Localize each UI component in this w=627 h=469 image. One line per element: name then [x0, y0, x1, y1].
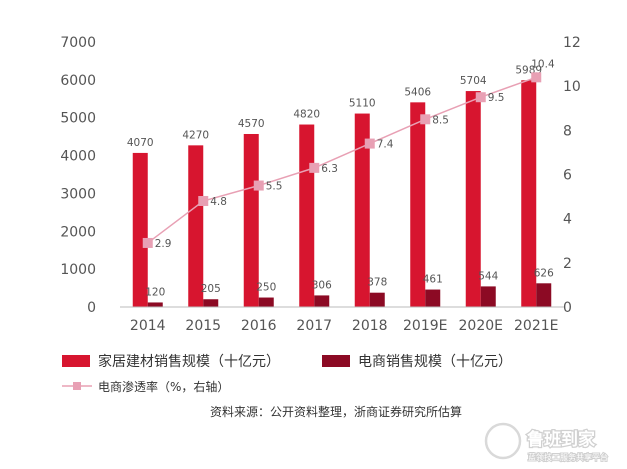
- bar-home-building-sales: [354, 113, 370, 307]
- line-marker: [198, 196, 209, 206]
- y-left-tick-label: 0: [87, 300, 96, 316]
- x-tick-label: 2019E: [403, 318, 447, 334]
- data-label-ecommerce: 250: [256, 282, 276, 294]
- x-tick-label: 2017: [296, 318, 332, 334]
- bar-ecommerce-sales: [203, 299, 219, 307]
- legend-label-penetration: 电商渗透率（%，右轴）: [98, 379, 229, 394]
- bar-ecommerce-sales: [314, 295, 330, 307]
- source-note: 资料来源：公开资料整理，浙商证券研究所估算: [210, 404, 462, 419]
- line-marker: [420, 114, 431, 125]
- y-right-tick-label: 12: [563, 35, 581, 51]
- y-left-tick-label: 5000: [60, 111, 96, 127]
- data-label-ecommerce: 120: [145, 286, 165, 298]
- y-left-tick-label: 3000: [60, 186, 96, 202]
- y-right-tick-label: 0: [563, 300, 572, 316]
- bar-ecommerce-sales: [147, 302, 163, 307]
- x-tick-label: 2020E: [459, 318, 503, 334]
- bar-ecommerce-sales: [258, 297, 274, 307]
- watermark-title: 鲁班到家: [527, 429, 595, 450]
- data-label-penetration: 5.5: [266, 181, 283, 193]
- line-marker: [364, 138, 375, 149]
- data-label-home-building: 5110: [349, 98, 376, 110]
- data-label-home-building: 5406: [404, 86, 431, 98]
- legend-swatch-home-building: [62, 355, 90, 367]
- x-tick-label: 2018: [352, 318, 388, 334]
- data-label-penetration: 10.4: [531, 58, 555, 70]
- x-tick-label: 2016: [241, 318, 277, 334]
- legend-swatch-ecommerce: [322, 355, 350, 367]
- bar-ecommerce-sales: [536, 283, 552, 307]
- bar-home-building-sales: [465, 91, 481, 307]
- data-label-penetration: 2.9: [155, 238, 172, 250]
- data-label-ecommerce: 626: [534, 267, 554, 279]
- bar-ecommerce-sales: [425, 289, 441, 307]
- legend-marker-penetration: [73, 382, 81, 390]
- y-right-tick-label: 4: [563, 212, 572, 228]
- y-left-tick-label: 6000: [60, 73, 96, 89]
- bar-home-building-sales: [410, 102, 426, 307]
- line-marker: [253, 180, 264, 191]
- bar-home-building-sales: [188, 145, 204, 307]
- y-right-tick-label: 10: [563, 79, 581, 95]
- line-marker: [309, 162, 320, 173]
- line-marker: [531, 72, 542, 83]
- data-label-penetration: 7.4: [377, 139, 394, 151]
- bar-ecommerce-sales: [480, 286, 496, 307]
- data-label-ecommerce: 461: [423, 274, 443, 286]
- data-label-ecommerce: 378: [367, 277, 387, 289]
- line-marker: [475, 92, 486, 103]
- data-label-home-building: 4070: [127, 137, 154, 149]
- bar-home-building-sales: [521, 80, 537, 307]
- y-right-tick-label: 2: [563, 256, 572, 272]
- data-label-home-building: 5704: [460, 75, 487, 87]
- x-tick-label: 2014: [130, 318, 166, 334]
- bar-home-building-sales: [132, 152, 148, 307]
- y-right-tick-label: 8: [563, 123, 572, 139]
- y-left-tick-label: 4000: [60, 149, 96, 165]
- y-left-tick-label: 7000: [60, 35, 96, 51]
- y-left-tick-label: 1000: [60, 262, 96, 278]
- y-left-tick-label: 2000: [60, 224, 96, 240]
- data-label-penetration: 6.3: [321, 163, 338, 175]
- bar-ecommerce-sales: [369, 292, 385, 307]
- line-ecommerce-penetration: [147, 76, 537, 244]
- watermark-logo-icon: [484, 422, 522, 460]
- watermark-subtitle: 蓝领技工服务共享平台: [528, 452, 608, 462]
- data-label-home-building: 4820: [293, 109, 320, 121]
- x-tick-label: 2021E: [514, 318, 558, 334]
- legend-label-home-building: 家居建材销售规模（十亿元）: [98, 353, 280, 370]
- y-right-tick-label: 6: [563, 168, 572, 184]
- data-label-home-building: 4270: [182, 129, 209, 141]
- data-label-ecommerce: 306: [312, 279, 332, 291]
- legend-label-ecommerce: 电商销售规模（十亿元）: [358, 354, 512, 370]
- data-label-penetration: 8.5: [432, 114, 449, 126]
- data-label-penetration: 4.8: [210, 196, 227, 208]
- x-tick-label: 2015: [185, 318, 221, 334]
- data-label-home-building: 4570: [238, 118, 265, 130]
- data-label-ecommerce: 544: [478, 270, 498, 282]
- data-label-penetration: 9.5: [488, 92, 505, 104]
- bar-home-building-sales: [243, 133, 259, 307]
- data-label-ecommerce: 205: [201, 283, 221, 295]
- line-marker: [142, 237, 153, 248]
